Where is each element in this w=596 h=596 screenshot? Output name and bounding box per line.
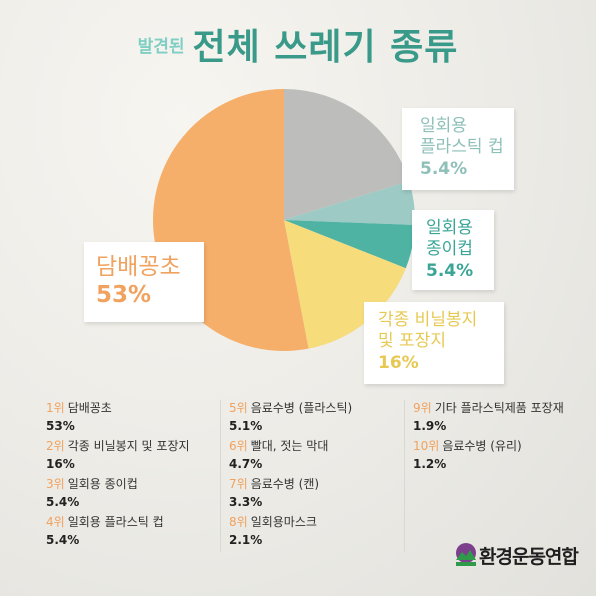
rank-name: 담배꽁초 bbox=[67, 401, 112, 415]
rank-number: 3위 bbox=[46, 477, 65, 491]
rank-number: 8위 bbox=[229, 515, 248, 529]
pie-slice-plastic-cup bbox=[284, 181, 416, 225]
callout-vinyl-line1: 각종 비닐봉지 bbox=[378, 310, 478, 330]
rank-value: 3.3% bbox=[229, 495, 263, 509]
rank-name: 빨대, 젓는 막대 bbox=[250, 439, 329, 453]
rank-number: 4위 bbox=[46, 515, 65, 529]
callout-vinyl-line2: 및 포장지 bbox=[378, 331, 446, 351]
rank-name: 각종 비닐봉지 및 포장지 bbox=[67, 439, 190, 453]
rank-value: 5.1% bbox=[229, 419, 263, 433]
ranking-item: 9위 기타 플라스틱제품 포장재 1.9% bbox=[413, 400, 564, 436]
rank-name: 기타 플라스틱제품 포장재 bbox=[434, 401, 564, 415]
rank-number: 6위 bbox=[229, 439, 248, 453]
rank-name: 음료수병 (플라스틱) bbox=[250, 401, 353, 415]
pie-slice-vinyl bbox=[284, 220, 406, 349]
rank-number: 5위 bbox=[229, 401, 248, 415]
callout-paper-cup: 일회용 종이컵 5.4% bbox=[412, 210, 494, 290]
ranking-column-2: 5위 음료수병 (플라스틱) 5.1% 6위 빨대, 젓는 막대 4.7% 7위 음료… bbox=[220, 400, 352, 552]
callout-plastic-line1: 일회용 bbox=[420, 116, 467, 136]
mountain-logo-icon bbox=[456, 543, 476, 566]
callout-plastic-cup: 일회용 플라스틱 컵 5.4% bbox=[402, 108, 514, 190]
callout-paper-pct: 5.4% bbox=[426, 261, 474, 281]
rank-value: 1.2% bbox=[413, 457, 447, 471]
callout-cigarette: 담배꽁초 53% bbox=[84, 242, 204, 322]
ranking-item: 5위 음료수병 (플라스틱) 5.1% bbox=[229, 400, 352, 436]
ranking-item: 7위 음료수병 (캔) 3.3% bbox=[229, 476, 352, 512]
rank-number: 9위 bbox=[413, 401, 432, 415]
org-logo: 환경운동연합 bbox=[455, 540, 579, 572]
rank-value: 2.1% bbox=[229, 533, 263, 547]
callout-paper-line1: 일회용 bbox=[426, 218, 473, 238]
callout-vinyl: 각종 비닐봉지 및 포장지 16% bbox=[364, 302, 504, 384]
chart-title: 발견된 전체 쓰레기 종류 bbox=[0, 18, 596, 70]
callout-cigarette-pct: 53% bbox=[96, 282, 152, 308]
rank-name: 일회용마스크 bbox=[250, 515, 317, 529]
rank-value: 16% bbox=[46, 457, 75, 471]
rank-value: 4.7% bbox=[229, 457, 263, 471]
rank-value: 5.4% bbox=[46, 495, 80, 509]
rank-value: 1.9% bbox=[413, 419, 447, 433]
callout-plastic-line2: 플라스틱 컵 bbox=[420, 137, 504, 157]
rank-name: 일회용 종이컵 bbox=[67, 477, 138, 491]
ranking-item: 3위 일회용 종이컵 5.4% bbox=[46, 476, 190, 512]
callout-vinyl-pct: 16% bbox=[378, 353, 419, 373]
callout-cigarette-label: 담배꽁초 bbox=[96, 254, 181, 280]
ranking-column-3: 9위 기타 플라스틱제품 포장재 1.9% 10위 음료수병 (유리) 1.2% bbox=[404, 400, 564, 552]
rank-name: 일회용 플라스틱 컵 bbox=[67, 515, 164, 529]
ranking-item: 4위 일회용 플라스틱 컵 5.4% bbox=[46, 514, 190, 550]
ranking-item: 2위 각종 비닐봉지 및 포장지 16% bbox=[46, 438, 190, 474]
pie-slice-other bbox=[284, 89, 410, 220]
logo-text: 환경운동연합 bbox=[479, 546, 579, 568]
ranking-item: 8위 일회용마스크 2.1% bbox=[229, 514, 352, 550]
ranking-item: 1위 담배꽁초 53% bbox=[46, 400, 190, 436]
rank-value: 53% bbox=[46, 419, 75, 433]
callout-plastic-pct: 5.4% bbox=[420, 159, 468, 179]
rank-name: 음료수병 (캔) bbox=[250, 477, 320, 491]
rank-number: 2위 bbox=[46, 439, 65, 453]
title-prefix: 발견된 bbox=[137, 36, 185, 57]
rank-name: 음료수병 (유리) bbox=[442, 439, 522, 453]
rank-number: 1위 bbox=[46, 401, 65, 415]
callout-paper-line2: 종이컵 bbox=[426, 239, 473, 259]
title-main: 전체 쓰레기 종류 bbox=[192, 27, 459, 68]
rank-number: 7위 bbox=[229, 477, 248, 491]
rank-number: 10위 bbox=[413, 439, 440, 453]
rank-value: 5.4% bbox=[46, 533, 80, 547]
ranking-column-1: 1위 담배꽁초 53% 2위 각종 비닐봉지 및 포장지 16% 3위 일회용 종이컵… bbox=[46, 400, 190, 552]
ranking-item: 10위 음료수병 (유리) 1.2% bbox=[413, 438, 564, 474]
ranking-item: 6위 빨대, 젓는 막대 4.7% bbox=[229, 438, 352, 474]
pie-slice-paper-cup bbox=[284, 220, 415, 269]
